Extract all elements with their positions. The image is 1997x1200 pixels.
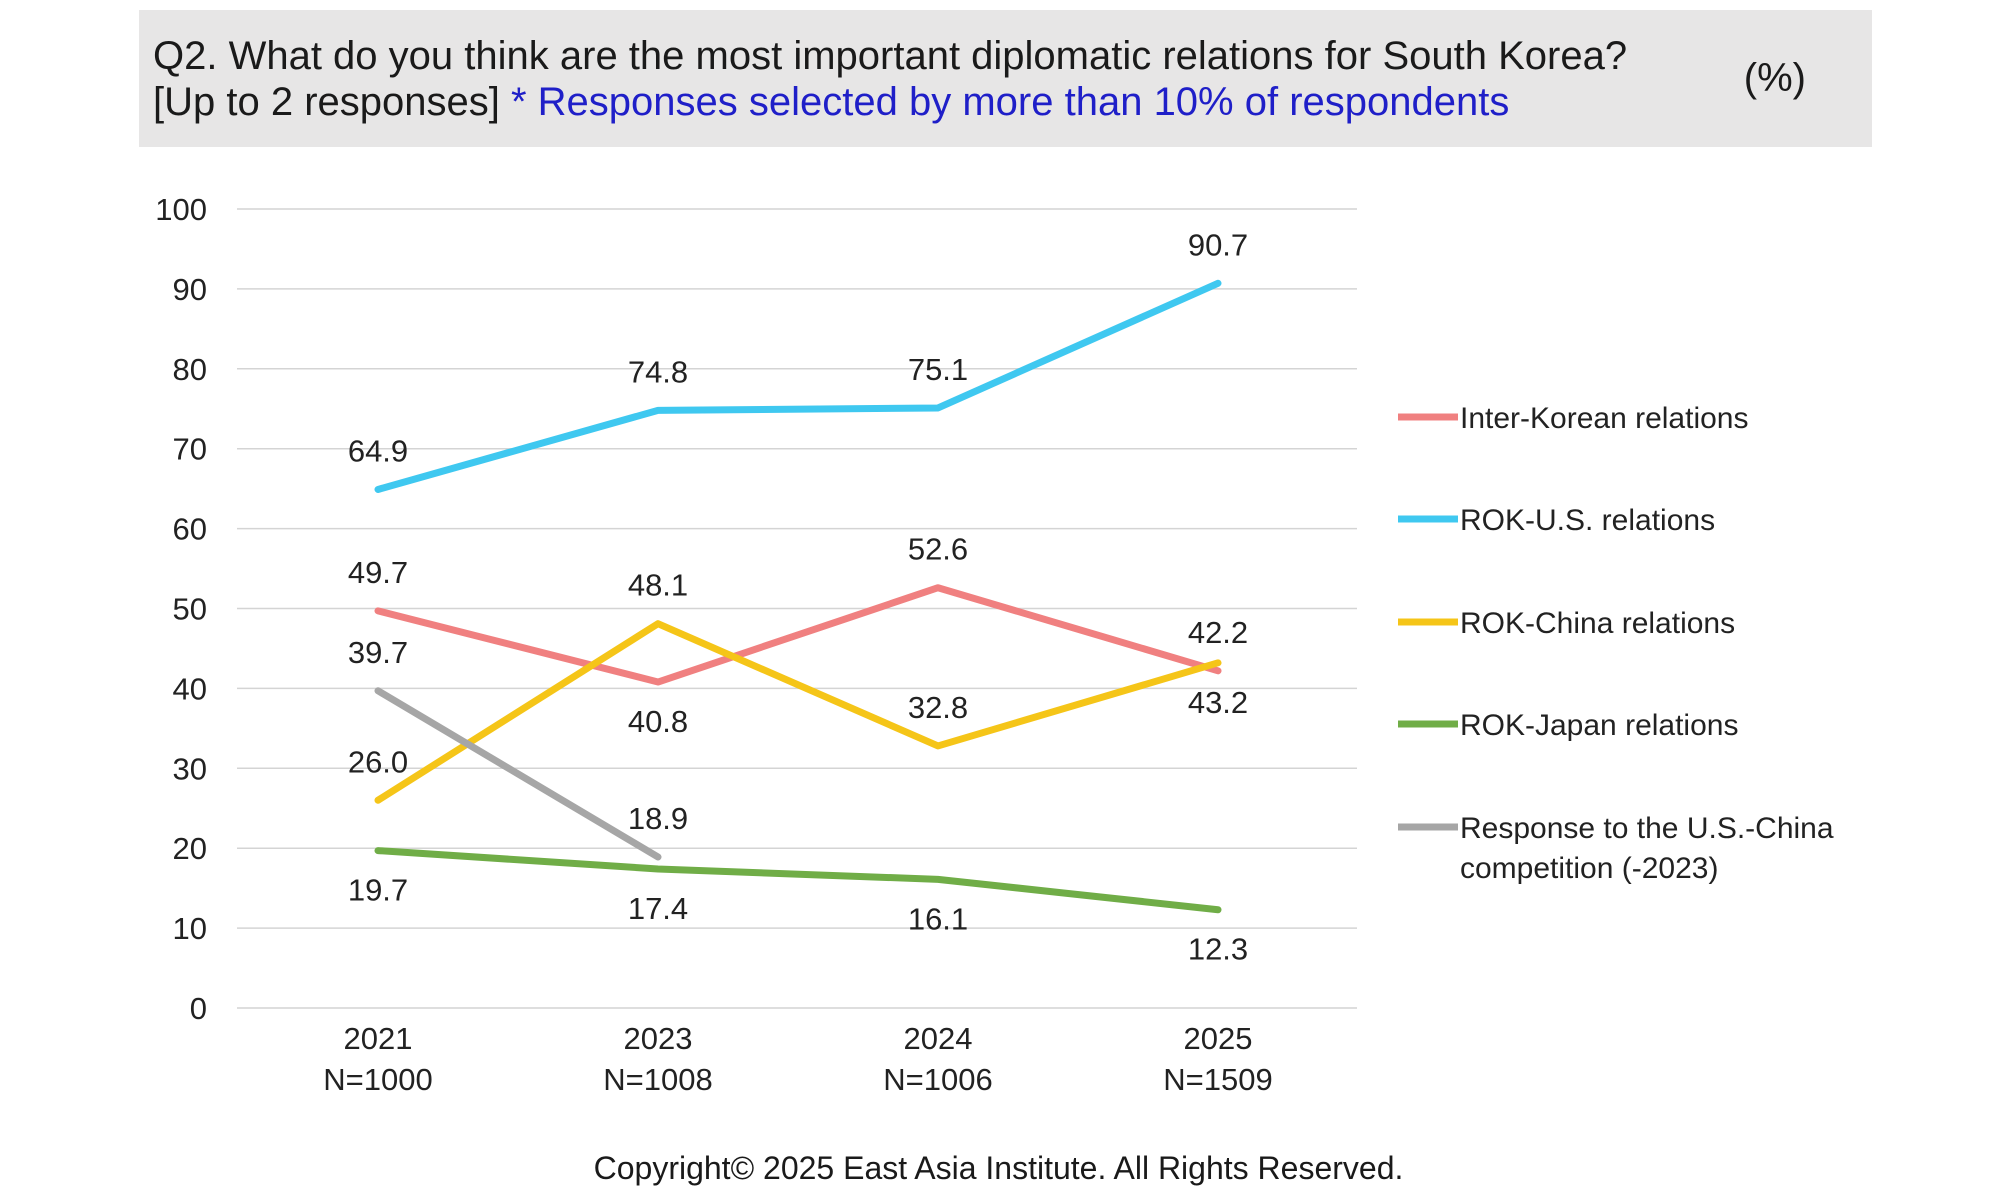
x-tick-year: 2023	[624, 1021, 693, 1056]
x-tick-sample-size: N=1006	[883, 1062, 992, 1097]
data-label: 42.2	[1188, 615, 1248, 650]
x-tick-year: 2021	[344, 1021, 413, 1056]
x-tick-sample-size: N=1509	[1163, 1062, 1272, 1097]
x-axis-ticks: 2021 N=1000 2023 N=1008 2024 N=1006 2025 N=1509	[323, 1021, 1272, 1097]
legend-label: competition (-2023)	[1460, 852, 1718, 885]
legend-label: ROK-Japan relations	[1460, 709, 1738, 742]
line-chart: 0 10 20 30 40 50 60 70 80 90 100 2021 N=1000 2023 N=1…	[155, 192, 1834, 1097]
question-text: Q2. What do you think are the most impor…	[153, 34, 1628, 78]
data-label: 75.1	[908, 352, 968, 387]
data-label: 17.4	[628, 891, 688, 926]
data-label: 12.3	[1188, 932, 1248, 967]
data-label: 52.6	[908, 532, 968, 567]
x-tick-sample-size: N=1000	[323, 1062, 432, 1097]
series-line-2	[374, 620, 1222, 804]
y-tick-label: 90	[173, 272, 207, 307]
data-label: 90.7	[1188, 227, 1248, 262]
y-tick-label: 70	[173, 432, 207, 467]
response-instruction: [Up to 2 responses]	[153, 80, 500, 124]
data-label: 48.1	[628, 568, 688, 603]
question-subtext: [Up to 2 responses] * Responses selected…	[153, 78, 1509, 126]
y-tick-label: 50	[173, 592, 207, 627]
copyright-footer: Copyright© 2025 East Asia Institute. All…	[593, 1150, 1404, 1186]
data-label: 49.7	[348, 555, 408, 590]
y-tick-label: 30	[173, 751, 207, 786]
data-label: 16.1	[908, 901, 968, 936]
unit-label: (%)	[1743, 56, 1806, 100]
y-axis-ticks: 0 10 20 30 40 50 60 70 80 90 100	[155, 192, 207, 1026]
legend-label: ROK-China relations	[1460, 607, 1735, 640]
series-lines	[374, 279, 1222, 914]
data-label: 64.9	[348, 433, 408, 468]
data-labels: 49.7 40.8 52.6 42.2 64.9 74.8 75.1 90.7 26.0 48.1…	[348, 227, 1248, 966]
series-line-3	[374, 847, 1222, 914]
y-tick-label: 80	[173, 352, 207, 387]
data-label: 74.8	[628, 354, 688, 389]
legend-label: ROK-U.S. relations	[1460, 504, 1715, 537]
series-line-1	[374, 279, 1222, 493]
data-label: 43.2	[1188, 685, 1248, 720]
x-tick-year: 2025	[1184, 1021, 1253, 1056]
data-label: 39.7	[348, 635, 408, 670]
y-tick-label: 40	[173, 671, 207, 706]
data-label: 18.9	[628, 801, 688, 836]
data-label: 19.7	[348, 873, 408, 908]
data-label: 40.8	[628, 704, 688, 739]
y-tick-label: 60	[173, 512, 207, 547]
data-label: 26.0	[348, 744, 408, 779]
y-tick-label: 10	[173, 911, 207, 946]
legend-label: Response to the U.S.-China	[1460, 812, 1834, 845]
question-header: Q2. What do you think are the most impor…	[139, 10, 1872, 147]
x-tick-year: 2024	[904, 1021, 973, 1056]
data-label: 32.8	[908, 690, 968, 725]
y-tick-label: 0	[190, 991, 207, 1026]
y-tick-label: 20	[173, 831, 207, 866]
legend: Inter-Korean relations ROK-U.S. relations…	[1398, 402, 1834, 885]
series-line-0	[374, 584, 1222, 686]
response-note: * Responses selected by more than 10% of…	[510, 80, 1510, 124]
series-line-4	[374, 687, 662, 861]
legend-label: Inter-Korean relations	[1460, 402, 1749, 435]
y-tick-label: 100	[155, 192, 207, 227]
x-tick-sample-size: N=1008	[603, 1062, 712, 1097]
